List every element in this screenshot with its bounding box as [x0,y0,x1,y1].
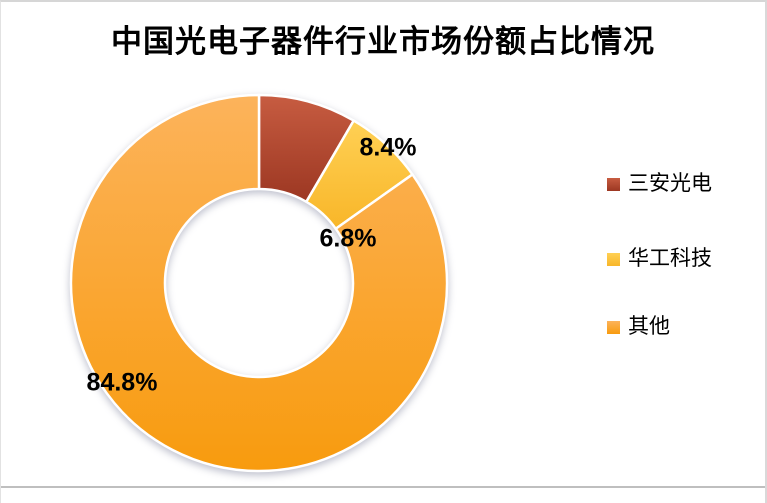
donut-slices [69,93,449,473]
legend-swatch-icon [607,320,620,334]
legend-item-sanan: 三安光电 [607,172,712,196]
legend-label: 三安光电 [628,172,712,195]
legend-swatch-icon [607,177,620,191]
data-label-others: 84.8% [86,368,158,397]
bottom-divider [1,486,765,488]
chart-legend: 三安光电 华工科技 其他 [607,2,765,503]
legend-label: 其他 [628,315,670,338]
data-label-hgtech: 6.8% [319,224,377,253]
legend-item-others: 其他 [607,315,670,339]
legend-item-hgtech: 华工科技 [607,247,712,271]
chart-title: 中国光电子器件行业市场份额占比情况 [111,24,655,59]
pie-slice-其他 [69,93,449,473]
legend-swatch-icon [607,252,620,266]
data-label-sanan: 8.4% [359,133,417,162]
legend-label: 华工科技 [628,247,712,270]
